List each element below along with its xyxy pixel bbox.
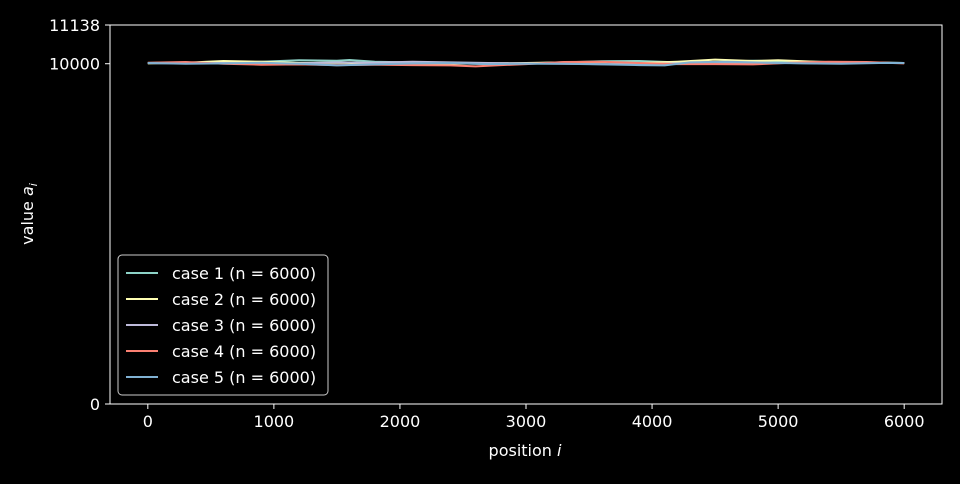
x-axis: 0 1000 2000 3000 4000 5000 6000 bbox=[143, 404, 925, 431]
y-tick-label: 11138 bbox=[49, 16, 100, 35]
x-tick-label: 3000 bbox=[506, 412, 547, 431]
x-tick-label: 0 bbox=[143, 412, 153, 431]
legend: case 1 (n = 6000) case 2 (n = 6000) case 3… bbox=[117, 254, 329, 396]
series-layer bbox=[147, 58, 905, 68]
series-line-case-5 bbox=[147, 60, 905, 67]
y-axis-label: value ai bbox=[18, 183, 40, 245]
x-axis-label: position i bbox=[489, 441, 562, 460]
y-axis: 0 10000 11138 bbox=[49, 16, 110, 414]
legend-label-case-5: case 5 (n = 6000) bbox=[172, 368, 316, 387]
legend-label-case-1: case 1 (n = 6000) bbox=[172, 264, 316, 283]
x-tick-label: 1000 bbox=[254, 412, 295, 431]
x-tick-label: 5000 bbox=[758, 412, 799, 431]
x-tick-label: 2000 bbox=[380, 412, 421, 431]
x-tick-label: 6000 bbox=[884, 412, 925, 431]
y-tick-label: 10000 bbox=[49, 55, 100, 74]
y-tick-label: 0 bbox=[90, 395, 100, 414]
legend-label-case-2: case 2 (n = 6000) bbox=[172, 290, 316, 309]
legend-label-case-4: case 4 (n = 6000) bbox=[172, 342, 316, 361]
legend-frame bbox=[117, 254, 329, 396]
x-tick-label: 4000 bbox=[632, 412, 673, 431]
legend-label-case-3: case 3 (n = 6000) bbox=[172, 316, 316, 335]
